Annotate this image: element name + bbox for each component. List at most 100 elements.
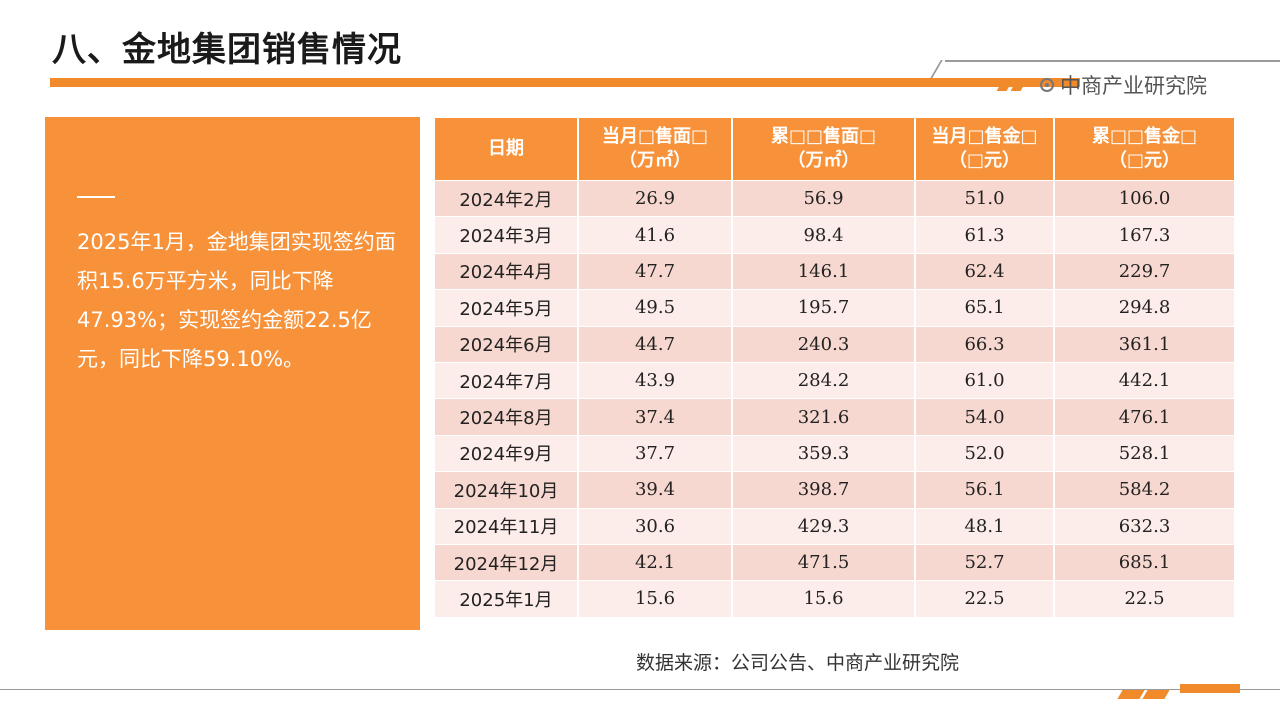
cell-date: 2024年8月 [435,398,579,436]
header-unit: （万㎡） [619,150,691,171]
cell-date: 2024年10月 [435,471,579,509]
cell-monthly-area: 47.7 [578,252,733,290]
cell-date: 2024年7月 [435,361,579,399]
cell-cumulative-amount: 167.3 [1054,216,1236,254]
cell-cumulative-area: 146.1 [732,252,916,290]
cell-monthly-amount: 48.1 [915,507,1055,545]
cell-date: 2024年5月 [435,289,579,327]
header-label: 日期 [488,138,524,159]
table-row: 2024年4月 47.7 146.1 62.4 229.7 [435,252,1236,290]
cell-date: 2024年4月 [435,252,579,290]
cell-date: 2024年9月 [435,434,579,472]
table-row: 2024年8月 37.4 321.6 54.0 476.1 [435,398,1236,436]
data-source-note: 数据来源：公司公告、中商产业研究院 [636,652,960,674]
cell-monthly-amount: 52.7 [915,543,1055,581]
cell-monthly-area: 42.1 [578,543,733,581]
cell-monthly-amount: 61.3 [915,216,1055,254]
cell-date: 2025年1月 [435,580,579,617]
cell-cumulative-amount: 632.3 [1054,507,1236,545]
cell-monthly-amount: 62.4 [915,252,1055,290]
header-divider-slant [929,60,943,80]
header-label: 当月□售金□ [931,126,1038,147]
cell-monthly-area: 26.9 [578,179,733,217]
header-cumulative-amount: 累□□售金□ （□元） [1054,118,1236,181]
header-unit: （□元） [1108,150,1180,171]
cell-monthly-area: 44.7 [578,325,733,363]
table-row: 2024年7月 43.9 284.2 61.0 442.1 [435,361,1236,399]
cell-cumulative-area: 284.2 [732,361,916,399]
header-stripes [996,76,1028,91]
cell-cumulative-area: 321.6 [732,398,916,436]
table-row: 2024年12月 42.1 471.5 52.7 685.1 [435,543,1236,581]
footer-accent-bar [1180,684,1240,693]
header-divider-line [945,60,1280,62]
header-date: 日期 [435,118,579,181]
summary-dash [77,196,115,198]
table-row: 2024年3月 41.6 98.4 61.3 167.3 [435,216,1236,254]
header-label: 当月□售面□ [601,126,708,147]
header-label: 累□□售面□ [770,126,877,147]
cell-date: 2024年3月 [435,216,579,254]
page-title: 八、金地集团销售情况 [52,30,402,70]
cell-monthly-area: 43.9 [578,361,733,399]
footer-stripes [1117,684,1170,699]
cell-cumulative-area: 15.6 [732,580,916,617]
cell-cumulative-amount: 476.1 [1054,398,1236,436]
cell-monthly-amount: 52.0 [915,434,1055,472]
cell-monthly-amount: 56.1 [915,471,1055,509]
cell-cumulative-area: 56.9 [732,179,916,217]
cell-date: 2024年6月 [435,325,579,363]
summary-panel: 2025年1月，金地集团实现签约面积15.6万平方米，同比下降47.93%；实现… [45,117,420,630]
cell-cumulative-amount: 229.7 [1054,252,1236,290]
cell-monthly-area: 30.6 [578,507,733,545]
cell-cumulative-amount: 528.1 [1054,434,1236,472]
cell-monthly-area: 41.6 [578,216,733,254]
cell-cumulative-area: 195.7 [732,289,916,327]
brand-name: 中商产业研究院 [1060,74,1207,98]
cell-cumulative-amount: 361.1 [1054,325,1236,363]
cell-monthly-area: 49.5 [578,289,733,327]
header-monthly-area: 当月□售面□ （万㎡） [578,118,733,181]
cell-monthly-amount: 61.0 [915,361,1055,399]
header-monthly-amount: 当月□售金□ （□元） [915,118,1055,181]
table-row: 2024年2月 26.9 56.9 51.0 106.0 [435,179,1236,217]
header-unit: （万㎡） [787,150,860,171]
cell-cumulative-amount: 685.1 [1054,543,1236,581]
cell-monthly-amount: 51.0 [915,179,1055,217]
cell-cumulative-amount: 584.2 [1054,471,1236,509]
cell-cumulative-area: 429.3 [732,507,916,545]
cell-cumulative-amount: 22.5 [1054,580,1236,617]
cell-cumulative-amount: 294.8 [1054,289,1236,327]
table-header-row: 日期 当月□售面□ （万㎡） 累□□售面□ （万㎡） 当月□售金□ （□元） 累… [435,118,1236,181]
table-row: 2024年9月 37.7 359.3 52.0 528.1 [435,434,1236,472]
cell-monthly-amount: 22.5 [915,580,1055,617]
sales-table: 日期 当月□售面□ （万㎡） 累□□售面□ （万㎡） 当月□售金□ （□元） 累… [435,118,1236,617]
header-unit: （□元） [948,150,1020,171]
table-row: 2024年6月 44.7 240.3 66.3 361.1 [435,325,1236,363]
cell-cumulative-amount: 442.1 [1054,361,1236,399]
cell-monthly-amount: 54.0 [915,398,1055,436]
cell-cumulative-area: 98.4 [732,216,916,254]
cell-date: 2024年11月 [435,507,579,545]
table-row: 2024年11月 30.6 429.3 48.1 632.3 [435,507,1236,545]
header-accent-bar [50,78,1080,87]
header-label: 累□□售金□ [1091,126,1198,147]
cell-cumulative-area: 359.3 [732,434,916,472]
cell-monthly-area: 37.7 [578,434,733,472]
summary-text: 2025年1月，金地集团实现签约面积15.6万平方米，同比下降47.93%；实现… [77,230,396,371]
brand: 中商产业研究院 [1040,70,1207,100]
cell-monthly-area: 39.4 [578,471,733,509]
cell-cumulative-amount: 106.0 [1054,179,1236,217]
cell-monthly-amount: 65.1 [915,289,1055,327]
cell-cumulative-area: 240.3 [732,325,916,363]
table-row: 2024年10月 39.4 398.7 56.1 584.2 [435,471,1236,509]
cell-monthly-area: 37.4 [578,398,733,436]
header-cumulative-area: 累□□售面□ （万㎡） [732,118,916,181]
table-row: 2024年5月 49.5 195.7 65.1 294.8 [435,289,1236,327]
brand-logo-icon [1040,78,1054,92]
table-row: 2025年1月 15.6 15.6 22.5 22.5 [435,580,1236,617]
cell-monthly-area: 15.6 [578,580,733,617]
cell-date: 2024年2月 [435,179,579,217]
cell-cumulative-area: 471.5 [732,543,916,581]
cell-monthly-amount: 66.3 [915,325,1055,363]
